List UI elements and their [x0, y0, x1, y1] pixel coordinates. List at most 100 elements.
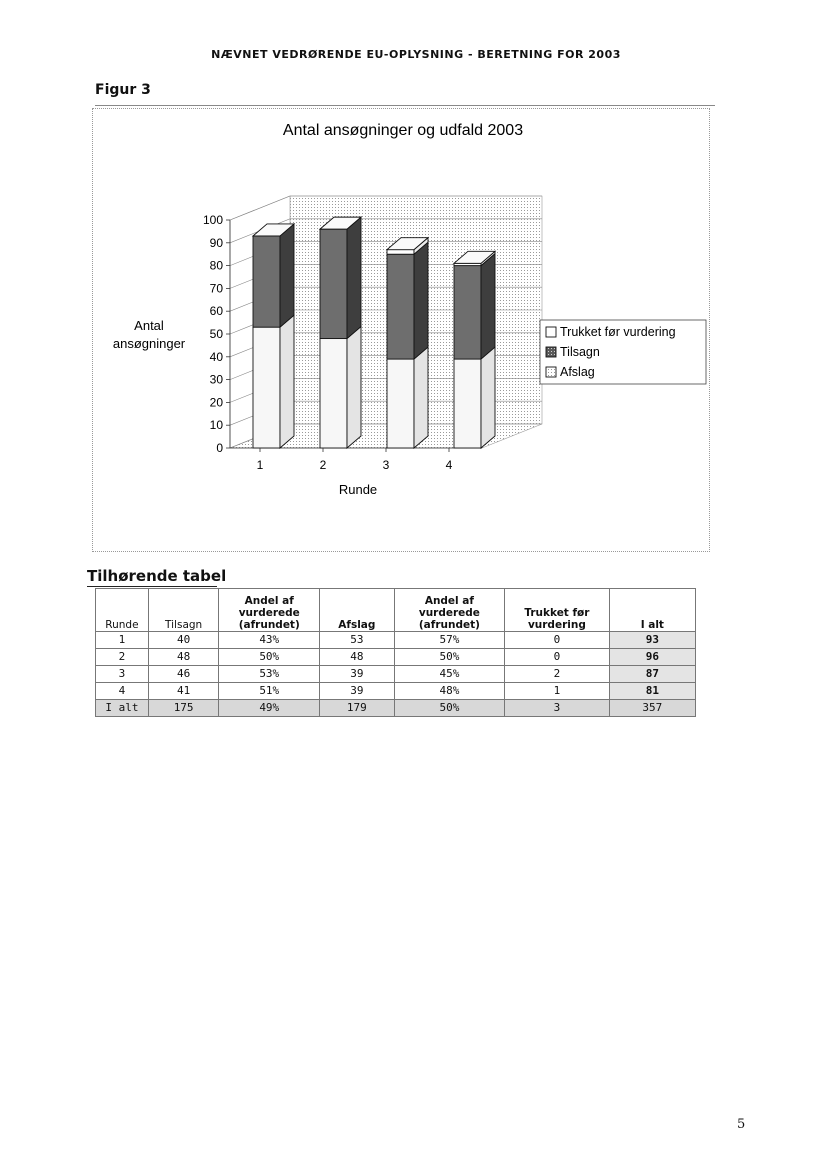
header-andel-afslag: Andel af vurderede (afrundet) — [393, 588, 506, 632]
bar-segment — [319, 228, 348, 340]
header-rule — [95, 105, 715, 106]
table-row: 4 41 51% 39 48% 1 81 — [95, 682, 697, 700]
chart-title: Antal ansøgninger og udfald 2003 — [283, 122, 523, 139]
header-i-alt: I alt — [608, 588, 697, 632]
table-total-row: I alt 175 49% 179 50% 3 357 — [95, 699, 697, 717]
page-number: 5 — [737, 1117, 746, 1132]
y-tick-label: 90 — [210, 236, 224, 250]
bar-segment-side — [279, 314, 295, 449]
data-table: Runde Tilsagn Andel af vurderede (afrund… — [95, 588, 697, 717]
cell-runde: 1 — [95, 631, 149, 649]
cell-trukket: 0 — [504, 631, 610, 649]
bar-segment-side — [480, 346, 496, 449]
cell-afslag: 53 — [319, 631, 395, 649]
legend-box — [539, 319, 707, 385]
chart-frame — [92, 108, 710, 552]
bar-segment-side — [279, 222, 295, 329]
table-row: 1 40 43% 53 57% 0 93 — [95, 631, 697, 649]
y-gridline — [229, 218, 542, 244]
bar-segment — [252, 235, 281, 328]
cell-andel-afslag: 50% — [393, 699, 506, 717]
cell-i-alt: 93 — [608, 631, 697, 649]
y-tick-label: 70 — [210, 281, 224, 295]
bar-segment-side — [346, 325, 362, 449]
cell-andel-tilsagn: 43% — [218, 631, 321, 649]
bar-segment — [453, 265, 482, 360]
cell-andel-afslag: 50% — [393, 648, 506, 666]
y-tick-label: 50 — [210, 327, 224, 341]
cell-andel-afslag: 57% — [393, 631, 506, 649]
page-header: NÆVNET VEDRØRENDE EU-OPLYSNING - BERETNI… — [211, 48, 621, 61]
legend-swatch — [545, 326, 557, 338]
cell-afslag: 39 — [319, 665, 395, 683]
y-axis-label-line1: Antal — [134, 318, 164, 333]
cell-i-alt: 357 — [608, 699, 697, 717]
bar-segment — [319, 338, 348, 449]
cell-afslag: 39 — [319, 682, 395, 700]
header-afslag: Afslag — [319, 588, 395, 632]
bar-segment-side — [346, 216, 362, 340]
cell-trukket: 0 — [504, 648, 610, 666]
cell-i-alt: 96 — [608, 648, 697, 666]
cell-tilsagn: 41 — [147, 682, 220, 700]
cell-andel-tilsagn: 53% — [218, 665, 321, 683]
cell-runde: I alt — [95, 699, 149, 717]
cell-runde: 2 — [95, 648, 149, 666]
legend-item-label: Afslag — [560, 365, 595, 379]
cell-andel-tilsagn: 49% — [218, 699, 321, 717]
cell-trukket: 1 — [504, 682, 610, 700]
y-gridline — [229, 195, 542, 221]
bar-segment — [386, 253, 415, 360]
cell-runde: 3 — [95, 665, 149, 683]
bar-segment-side — [413, 346, 429, 449]
cell-tilsagn: 40 — [147, 631, 220, 649]
table-title-underline — [87, 586, 217, 587]
y-tick-label: 60 — [210, 304, 224, 318]
y-tick-label: 80 — [210, 259, 224, 273]
cell-andel-tilsagn: 50% — [218, 648, 321, 666]
table-row: 2 48 50% 48 50% 0 96 — [95, 648, 697, 666]
cell-andel-afslag: 48% — [393, 682, 506, 700]
table-header-row: Runde Tilsagn Andel af vurderede (afrund… — [95, 588, 697, 632]
cell-andel-tilsagn: 51% — [218, 682, 321, 700]
cell-andel-afslag: 45% — [393, 665, 506, 683]
bar-top — [385, 237, 430, 251]
table-title: Tilhørende tabel — [87, 567, 227, 585]
x-tick-label: 1 — [257, 458, 264, 472]
bar-top — [251, 223, 296, 237]
bar-segment — [386, 249, 415, 255]
y-tick-label: 10 — [210, 418, 224, 432]
cell-tilsagn: 46 — [147, 665, 220, 683]
cell-runde: 4 — [95, 682, 149, 700]
cell-trukket: 3 — [504, 699, 610, 717]
bar-segment — [386, 358, 415, 449]
legend-swatch — [545, 366, 557, 378]
cell-trukket: 2 — [504, 665, 610, 683]
bar-segment-side — [413, 241, 429, 361]
x-axis-label: Runde — [339, 482, 377, 497]
bar-segment — [453, 358, 482, 449]
bar-chart: Antal ansøgninger og udfald 2003 0 10 20 30… — [113, 122, 707, 497]
x-tick-label: 4 — [446, 458, 453, 472]
y-axis-label-line2: ansøgninger — [113, 336, 186, 351]
legend-item-label: Trukket før vurdering — [560, 325, 676, 339]
y-tick-label: 30 — [210, 373, 224, 387]
table-row: 3 46 53% 39 45% 2 87 — [95, 665, 697, 683]
legend-swatch — [545, 346, 557, 358]
y-tick-label: 40 — [210, 350, 224, 364]
bar-top — [452, 250, 497, 264]
bar-top — [318, 216, 363, 230]
chart-legend: Trukket før vurdering Tilsagn Afslag — [539, 319, 707, 385]
bar-segment-side — [480, 252, 496, 361]
cell-i-alt: 81 — [608, 682, 697, 700]
header-runde: Runde — [95, 588, 149, 632]
cell-afslag: 179 — [319, 699, 395, 717]
figure-label: Figur 3 — [95, 82, 151, 98]
bar-segment — [252, 326, 281, 449]
cell-i-alt: 87 — [608, 665, 697, 683]
legend-item-label: Tilsagn — [560, 345, 600, 359]
cell-tilsagn: 175 — [147, 699, 220, 717]
y-tick-label: 100 — [203, 213, 223, 227]
cell-afslag: 48 — [319, 648, 395, 666]
y-tick-label: 0 — [216, 441, 223, 455]
